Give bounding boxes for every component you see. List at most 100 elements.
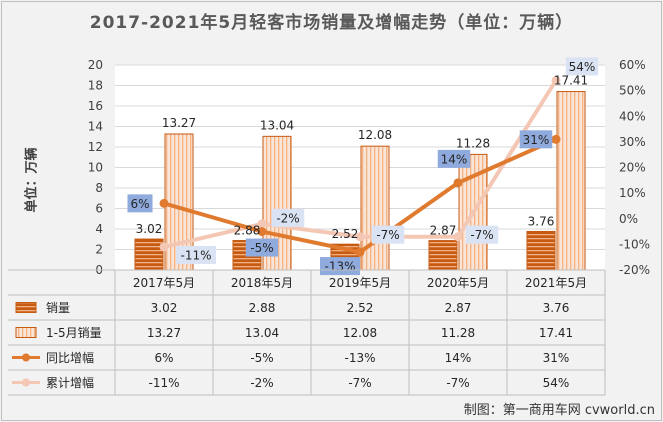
y2-tick-label: 20% — [619, 161, 646, 175]
label-yoy-growth-box — [437, 149, 471, 168]
y2-tick-label: 30% — [619, 135, 646, 149]
label-sales: 2.88 — [234, 223, 261, 237]
table-cell: -7% — [446, 376, 469, 390]
label-yoy-growth-box — [320, 257, 360, 276]
table-cell: -2% — [250, 376, 273, 390]
point-cumulative-growth — [355, 232, 365, 242]
table-cell: -11% — [148, 376, 179, 390]
table-cell: 2.52 — [347, 301, 374, 315]
point-yoy-growth — [159, 198, 169, 208]
y-tick-label: 20 — [88, 58, 103, 72]
x-tick-label: 2020年5月 — [427, 276, 489, 290]
legend-label: 销量 — [46, 301, 70, 315]
label-sales: 2.52 — [332, 227, 359, 241]
label-cumulative-growth-box — [465, 225, 499, 244]
label-yoy-growth: -13% — [324, 260, 355, 274]
y-tick-label: 18 — [88, 79, 103, 93]
label-cumulative-sales: 11.28 — [456, 136, 490, 150]
bar-cumulative-sales — [556, 91, 586, 271]
label-cumulative-growth: -11% — [180, 248, 211, 262]
y-tick-label: 4 — [95, 222, 103, 236]
legend-label: 累计增幅 — [46, 375, 94, 390]
x-tick-label: 2018年5月 — [231, 276, 293, 290]
legend-swatch-marker — [22, 353, 30, 362]
bar-cumulative-sales — [360, 145, 390, 271]
y-tick-label: 16 — [88, 99, 103, 113]
legend-swatch — [15, 327, 37, 338]
y-tick-label: 12 — [88, 140, 103, 154]
label-yoy-growth: -5% — [250, 241, 273, 255]
bar-sales — [428, 240, 458, 271]
y-tick-label: 2 — [95, 243, 103, 257]
label-cumulative-sales: 17.41 — [554, 74, 588, 88]
x-tick-label: 2021年5月 — [525, 276, 587, 290]
point-cumulative-growth — [159, 242, 169, 252]
label-cumulative-growth: -7% — [376, 228, 399, 242]
label-yoy-growth-box — [127, 194, 153, 213]
label-yoy-growth: 6% — [130, 197, 149, 211]
point-yoy-growth — [355, 247, 365, 257]
table-cell: 13.27 — [147, 326, 181, 340]
table-cell: 17.41 — [539, 326, 573, 340]
label-cumulative-growth-box — [271, 208, 305, 227]
y-tick-label: 10 — [88, 161, 103, 175]
label-cumulative-sales: 13.04 — [260, 118, 294, 132]
y-tick-label: 6 — [95, 202, 103, 216]
table-cell: 14% — [445, 351, 472, 365]
table-cell: 3.02 — [151, 301, 178, 315]
legend-label: 同比增幅 — [46, 350, 94, 365]
y2-tick-label: -10% — [619, 237, 650, 251]
table-cell: 3.76 — [543, 301, 570, 315]
legend-label: 1-5月销量 — [46, 326, 102, 340]
label-yoy-growth-box — [519, 130, 553, 149]
y2-tick-label: -20% — [619, 263, 650, 277]
label-sales: 2.87 — [430, 224, 457, 238]
table-cell: 54% — [543, 376, 570, 390]
legend-swatch — [15, 302, 37, 313]
x-tick-label: 2019年5月 — [329, 276, 391, 290]
label-sales: 3.76 — [528, 214, 555, 228]
label-cumulative-sales: 12.08 — [358, 128, 392, 142]
y2-tick-label: 50% — [619, 84, 646, 98]
point-yoy-growth — [551, 134, 561, 144]
table-cell: 2.88 — [249, 301, 276, 315]
label-cumulative-growth-box — [176, 245, 216, 264]
label-yoy-growth-box — [245, 238, 279, 257]
bar-sales — [134, 238, 164, 271]
table-cell: -13% — [344, 351, 375, 365]
label-cumulative-sales: 13.27 — [162, 116, 196, 130]
label-yoy-growth: 31% — [523, 133, 550, 147]
table-cell: 12.08 — [343, 326, 377, 340]
label-yoy-growth: 14% — [441, 152, 468, 166]
legend-swatch-marker — [22, 378, 30, 387]
table-cell: 13.04 — [245, 326, 279, 340]
y-tick-label: 14 — [88, 120, 103, 134]
point-yoy-growth — [257, 227, 267, 237]
point-cumulative-growth — [551, 75, 561, 85]
label-cumulative-growth: -2% — [276, 211, 299, 225]
y2-tick-label: 10% — [619, 186, 646, 200]
table-cell: -7% — [348, 376, 371, 390]
label-cumulative-growth-box — [565, 57, 599, 76]
credit-text: 制图：第一商用车网 cvworld.cn — [463, 403, 655, 418]
bar-sales — [526, 230, 556, 271]
table-cell: 11.28 — [441, 326, 475, 340]
label-sales: 3.02 — [136, 222, 163, 236]
table-cell: 6% — [154, 351, 173, 365]
table-cell: 31% — [543, 351, 570, 365]
label-cumulative-growth: 54% — [569, 60, 596, 74]
table-cell: 2.87 — [445, 301, 472, 315]
label-cumulative-growth-box — [371, 225, 405, 244]
y2-tick-label: 0% — [619, 212, 638, 226]
point-cumulative-growth — [453, 232, 463, 242]
y2-tick-label: 40% — [619, 109, 646, 123]
chart-title: 2017-2021年5月轻客市场销量及增幅走势（单位：万辆） — [89, 13, 574, 33]
x-tick-label: 2017年5月 — [133, 276, 195, 290]
point-cumulative-growth — [257, 219, 267, 229]
y-tick-label: 8 — [95, 181, 103, 195]
table-cell: -5% — [250, 351, 273, 365]
y2-tick-label: 60% — [619, 58, 646, 72]
point-yoy-growth — [453, 178, 463, 188]
label-cumulative-growth: -7% — [470, 228, 493, 242]
